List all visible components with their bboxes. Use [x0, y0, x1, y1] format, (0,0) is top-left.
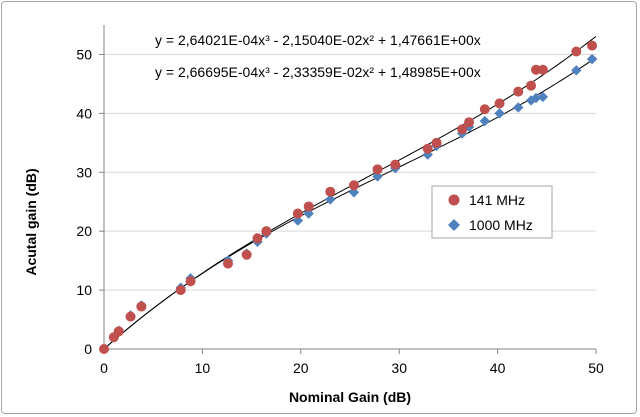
point-141mhz	[537, 64, 548, 75]
point-141mhz	[513, 86, 524, 97]
point-141mhz	[261, 226, 272, 237]
y-tick-label: 30	[76, 164, 92, 180]
legend-label-141mhz: 141 MHz	[469, 192, 525, 208]
x-tick-label: 10	[195, 360, 211, 376]
y-tick-label: 10	[76, 282, 92, 298]
legend-label-1000mhz: 1000 MHz	[469, 217, 533, 233]
point-1000mhz	[571, 65, 582, 76]
equation-141mhz: y = 2,64021E-04x³ - 2,15040E-02x² + 1,47…	[155, 32, 481, 48]
legend-marker-141mhz	[448, 194, 460, 206]
point-1000mhz	[586, 53, 598, 65]
point-141mhz	[292, 208, 303, 219]
x-tick-label: 50	[588, 360, 604, 376]
x-tick-label: 30	[391, 360, 407, 376]
point-141mhz	[479, 104, 490, 115]
point-141mhz	[457, 124, 468, 135]
point-1000mhz	[537, 91, 549, 103]
point-1000mhz	[372, 171, 383, 182]
point-1000mhz	[292, 215, 304, 226]
tick-labels: 0 10 20 30 40 50 0 10 20 30 40 50	[76, 46, 604, 376]
point-141mhz	[431, 137, 442, 148]
y-tick-label: 0	[84, 341, 92, 357]
point-141mhz	[494, 98, 505, 109]
point-141mhz	[185, 276, 196, 287]
point-141mhz	[390, 159, 401, 170]
point-141mhz	[125, 311, 136, 322]
y-tick-label: 50	[76, 46, 92, 62]
point-141mhz	[372, 164, 383, 175]
y-axis-title: Acutal gain (dB)	[23, 168, 39, 275]
axes	[99, 25, 597, 354]
legend-marker-1000mhz	[448, 219, 460, 231]
point-1000mhz	[348, 187, 360, 198]
point-1000mhz	[530, 92, 542, 104]
point-141mhz	[222, 258, 233, 269]
point-141mhz	[175, 285, 186, 296]
point-1000mhz	[325, 194, 336, 205]
point-141mhz	[325, 186, 336, 197]
point-141mhz	[464, 117, 475, 128]
point-1000mhz	[513, 102, 524, 113]
point-141mhz	[348, 180, 359, 191]
point-141mhz	[530, 64, 541, 75]
legend: 141 MHz 1000 MHz	[431, 185, 553, 239]
y-tick-label: 40	[76, 105, 92, 121]
point-141mhz	[422, 143, 433, 154]
point-141mhz	[303, 201, 314, 212]
point-141mhz	[99, 344, 109, 354]
legend-box	[431, 185, 553, 239]
point-141mhz	[252, 233, 263, 244]
point-1000mhz	[479, 115, 491, 127]
x-tick-label: 20	[293, 360, 309, 376]
point-141mhz	[587, 40, 598, 51]
point-1000mhz	[303, 208, 314, 219]
point-1000mhz	[494, 108, 505, 119]
point-141mhz	[526, 80, 537, 91]
data-points	[98, 40, 598, 355]
point-141mhz	[571, 46, 582, 57]
x-tick-label: 40	[490, 360, 506, 376]
y-tick-label: 20	[76, 223, 92, 239]
point-141mhz	[113, 326, 124, 337]
x-axis-title: Nominal Gain (dB)	[289, 389, 411, 405]
point-141mhz	[241, 249, 252, 260]
equation-1000mhz: y = 2,66695E-04x³ - 2,33359E-02x² + 1,48…	[155, 64, 481, 80]
x-tick-label: 0	[100, 360, 108, 376]
point-141mhz	[136, 301, 147, 312]
